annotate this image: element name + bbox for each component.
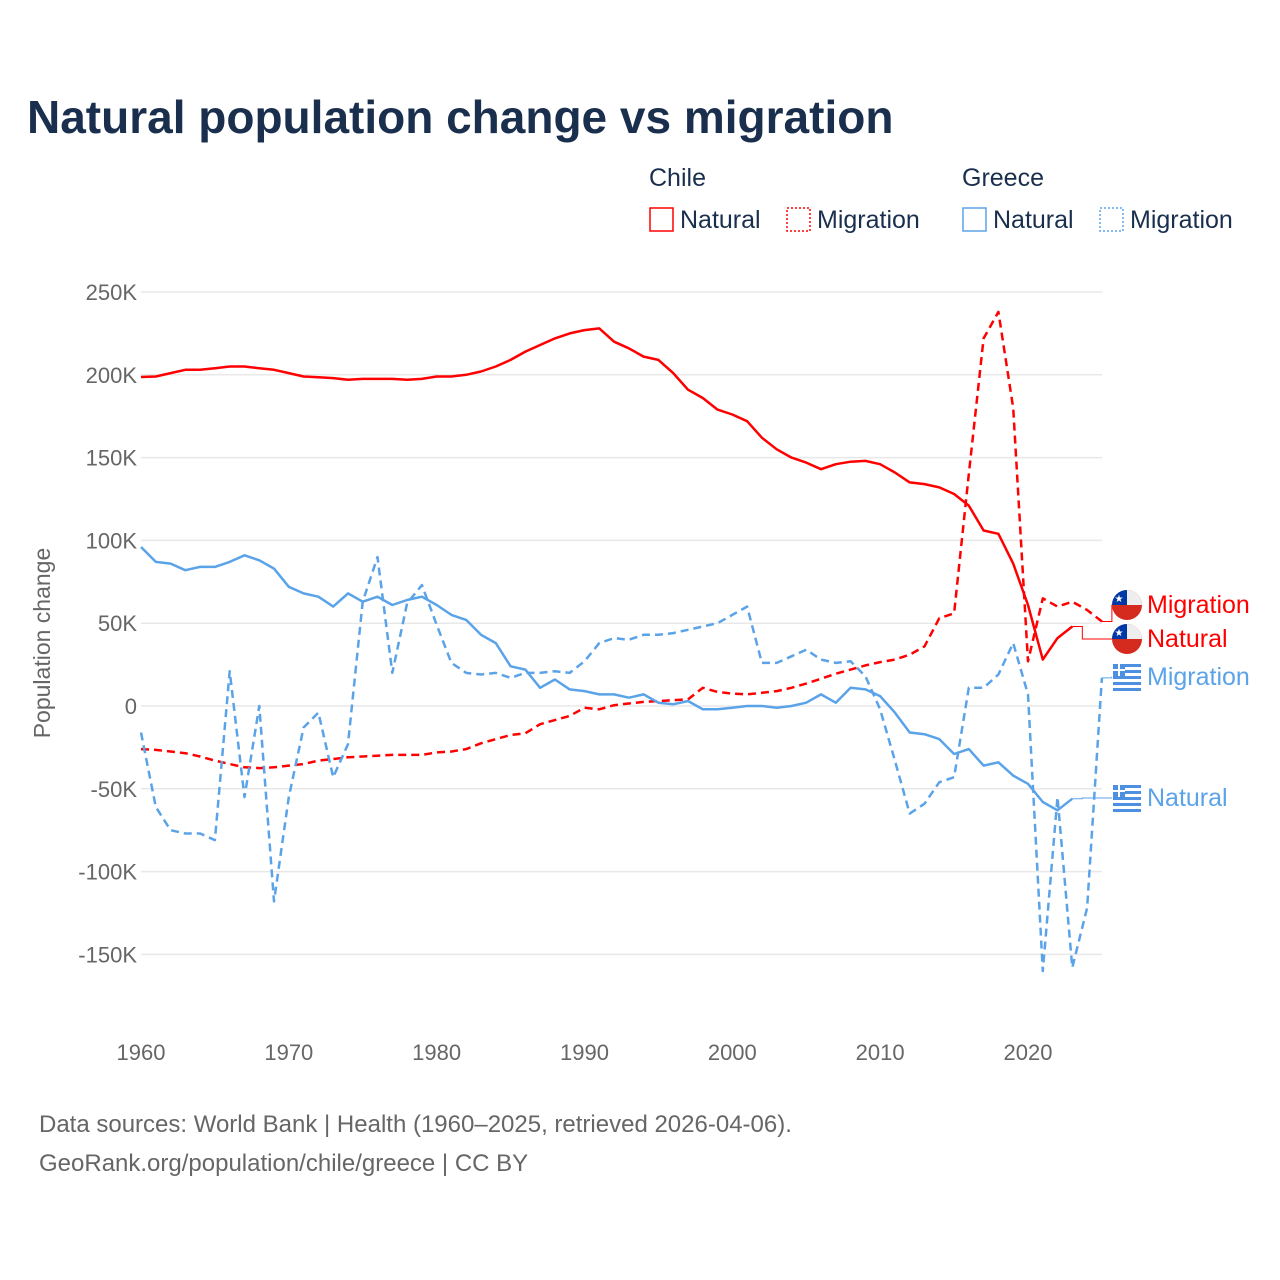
label-connector [1072,626,1112,640]
svg-text:★: ★ [1115,628,1124,639]
y-tick-label: -50K [91,777,138,802]
end-label-greece-migration: Migration [1147,663,1250,691]
series-lines [139,310,1104,973]
end-labels: ★ Natural ★ Migration Natural Migration [1072,590,1250,813]
x-tick-label: 2020 [1004,1040,1053,1065]
x-tick-label: 1970 [264,1040,313,1065]
x-tick-label: 2000 [708,1040,757,1065]
legend-group-greece: Greece [962,164,1044,192]
greece-natural-line [140,546,1074,812]
x-axis: 1960 1970 1980 1990 2000 2010 2020 [117,1040,1053,1065]
source-line-1: Data sources: World Bank | Health (1960–… [39,1111,792,1138]
chile-flag-icon: ★ [1112,590,1142,620]
y-tick-label: 0 [125,694,137,719]
greece-flag-icon [1112,662,1142,692]
end-label-greece-natural: Natural [1147,784,1228,812]
y-tick-label: -100K [78,860,137,885]
y-tick-label: -150K [78,942,137,967]
end-label-chile-migration: Migration [1147,591,1250,619]
y-tick-label: 100K [86,528,138,553]
legend-item-chile-natural[interactable]: Natural [680,206,761,234]
y-axis-label: Population change [29,548,55,739]
end-label-chile-natural: Natural [1147,625,1228,653]
legend-item-greece-migration[interactable]: Migration [1130,206,1233,234]
legend-item-chile-migration[interactable]: Migration [817,206,920,234]
legend: Chile Natural Migration Greece Natural Migrat… [649,164,1233,234]
y-tick-label: 250K [86,280,138,305]
legend-group-chile: Chile [649,164,706,192]
y-tick-label: 150K [86,446,138,471]
label-connector [1101,604,1113,623]
y-tick-label: 200K [86,363,138,388]
chile-natural-line [140,327,1074,661]
chart-title: Natural population change vs migration [27,91,893,143]
greece-flag-icon [1112,783,1142,813]
legend-item-greece-natural[interactable]: Natural [993,206,1074,234]
grid [141,291,1102,956]
label-connector [1101,676,1113,679]
legend-swatch[interactable] [962,207,987,232]
y-axis: 250K 200K 150K 100K 50K 0 -50K -100K -150K [78,280,137,967]
chile-migration-line [140,310,1103,770]
source-line-2: GeoRank.org/population/chile/greece | CC… [39,1150,528,1177]
legend-swatch[interactable] [786,207,811,232]
chile-flag-icon: ★ [1112,624,1142,654]
label-connector [1072,797,1112,800]
legend-swatch[interactable] [649,207,674,232]
y-tick-label: 50K [98,611,137,636]
svg-text:★: ★ [1115,594,1124,605]
x-tick-label: 1990 [560,1040,609,1065]
x-tick-label: 2010 [856,1040,905,1065]
x-tick-label: 1980 [412,1040,461,1065]
greece-migration-line [139,555,1104,973]
x-tick-label: 1960 [117,1040,166,1065]
legend-swatch[interactable] [1099,207,1124,232]
